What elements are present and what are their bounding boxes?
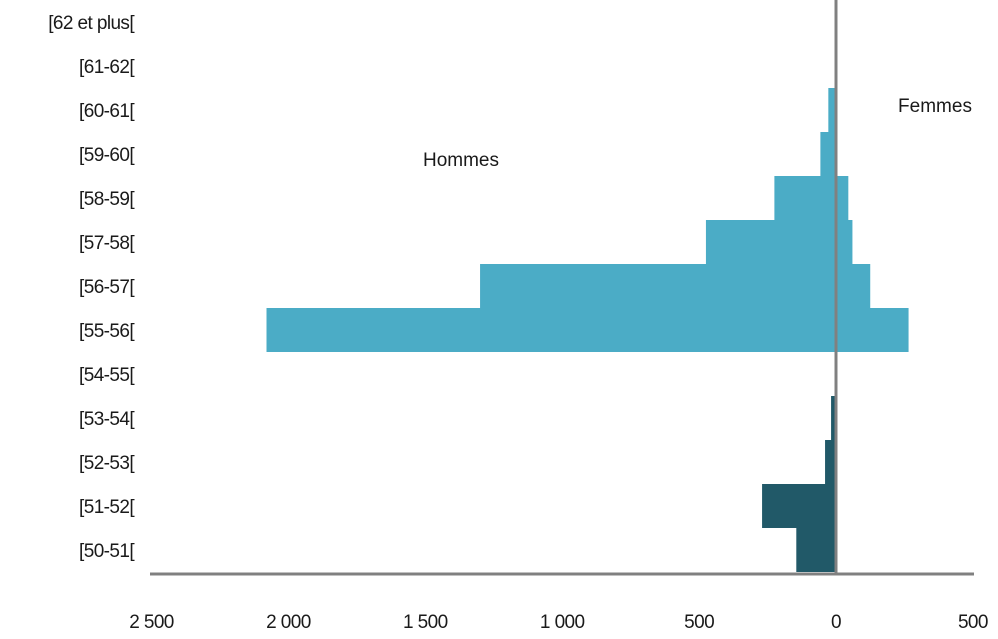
category-label: [57-58[ (79, 233, 135, 254)
category-label: [58-59[ (79, 189, 135, 210)
category-label: [62 et plus[ (48, 13, 135, 34)
bar-hommes-2 (828, 88, 836, 132)
x-tick-label: 2 500 (129, 612, 174, 633)
category-label: [59-60[ (79, 145, 135, 166)
bar-hommes-12 (796, 528, 836, 572)
category-label: [53-54[ (79, 409, 135, 430)
bar-hommes-7 (266, 308, 836, 352)
bar-femmes-7 (836, 308, 909, 352)
bar-hommes-10 (825, 440, 836, 484)
bar-femmes-6 (836, 264, 871, 308)
x-tick-labels: 2 500 2 000 1 500 1 000 500 0 500 (129, 612, 988, 633)
category-label: [56-57[ (79, 277, 135, 298)
bar-hommes-6 (480, 264, 836, 308)
bar-femmes-4 (836, 176, 849, 220)
bar-hommes-11 (762, 484, 836, 528)
category-labels: [62 et plus[ [61-62[ [60-61[ [59-60[ [58-59[… (48, 13, 136, 562)
category-label: [60-61[ (79, 101, 135, 122)
x-tick-label: 500 (684, 612, 714, 633)
bar-femmes-5 (836, 220, 853, 264)
x-tick-label: 0 (831, 612, 841, 633)
category-label: [55-56[ (79, 321, 135, 342)
x-tick-label: 500 (958, 612, 988, 633)
category-label: [50-51[ (79, 541, 135, 562)
bar-hommes-3 (820, 132, 836, 176)
category-label: [51-52[ (79, 497, 135, 518)
bar-hommes-5 (705, 220, 836, 264)
category-label: [52-53[ (79, 453, 135, 474)
bars-group (266, 44, 909, 572)
x-tick-label: 1 500 (403, 612, 448, 633)
series-annotation-hommes: Hommes (423, 150, 499, 171)
series-annotation-femmes: Femmes (898, 96, 972, 117)
category-label: [54-55[ (79, 365, 135, 386)
bar-hommes-4 (774, 176, 836, 220)
bar-hommes-9 (831, 396, 836, 440)
x-tick-label: 2 000 (266, 612, 311, 633)
x-tick-label: 1 000 (540, 612, 585, 633)
category-label: [61-62[ (79, 57, 135, 78)
